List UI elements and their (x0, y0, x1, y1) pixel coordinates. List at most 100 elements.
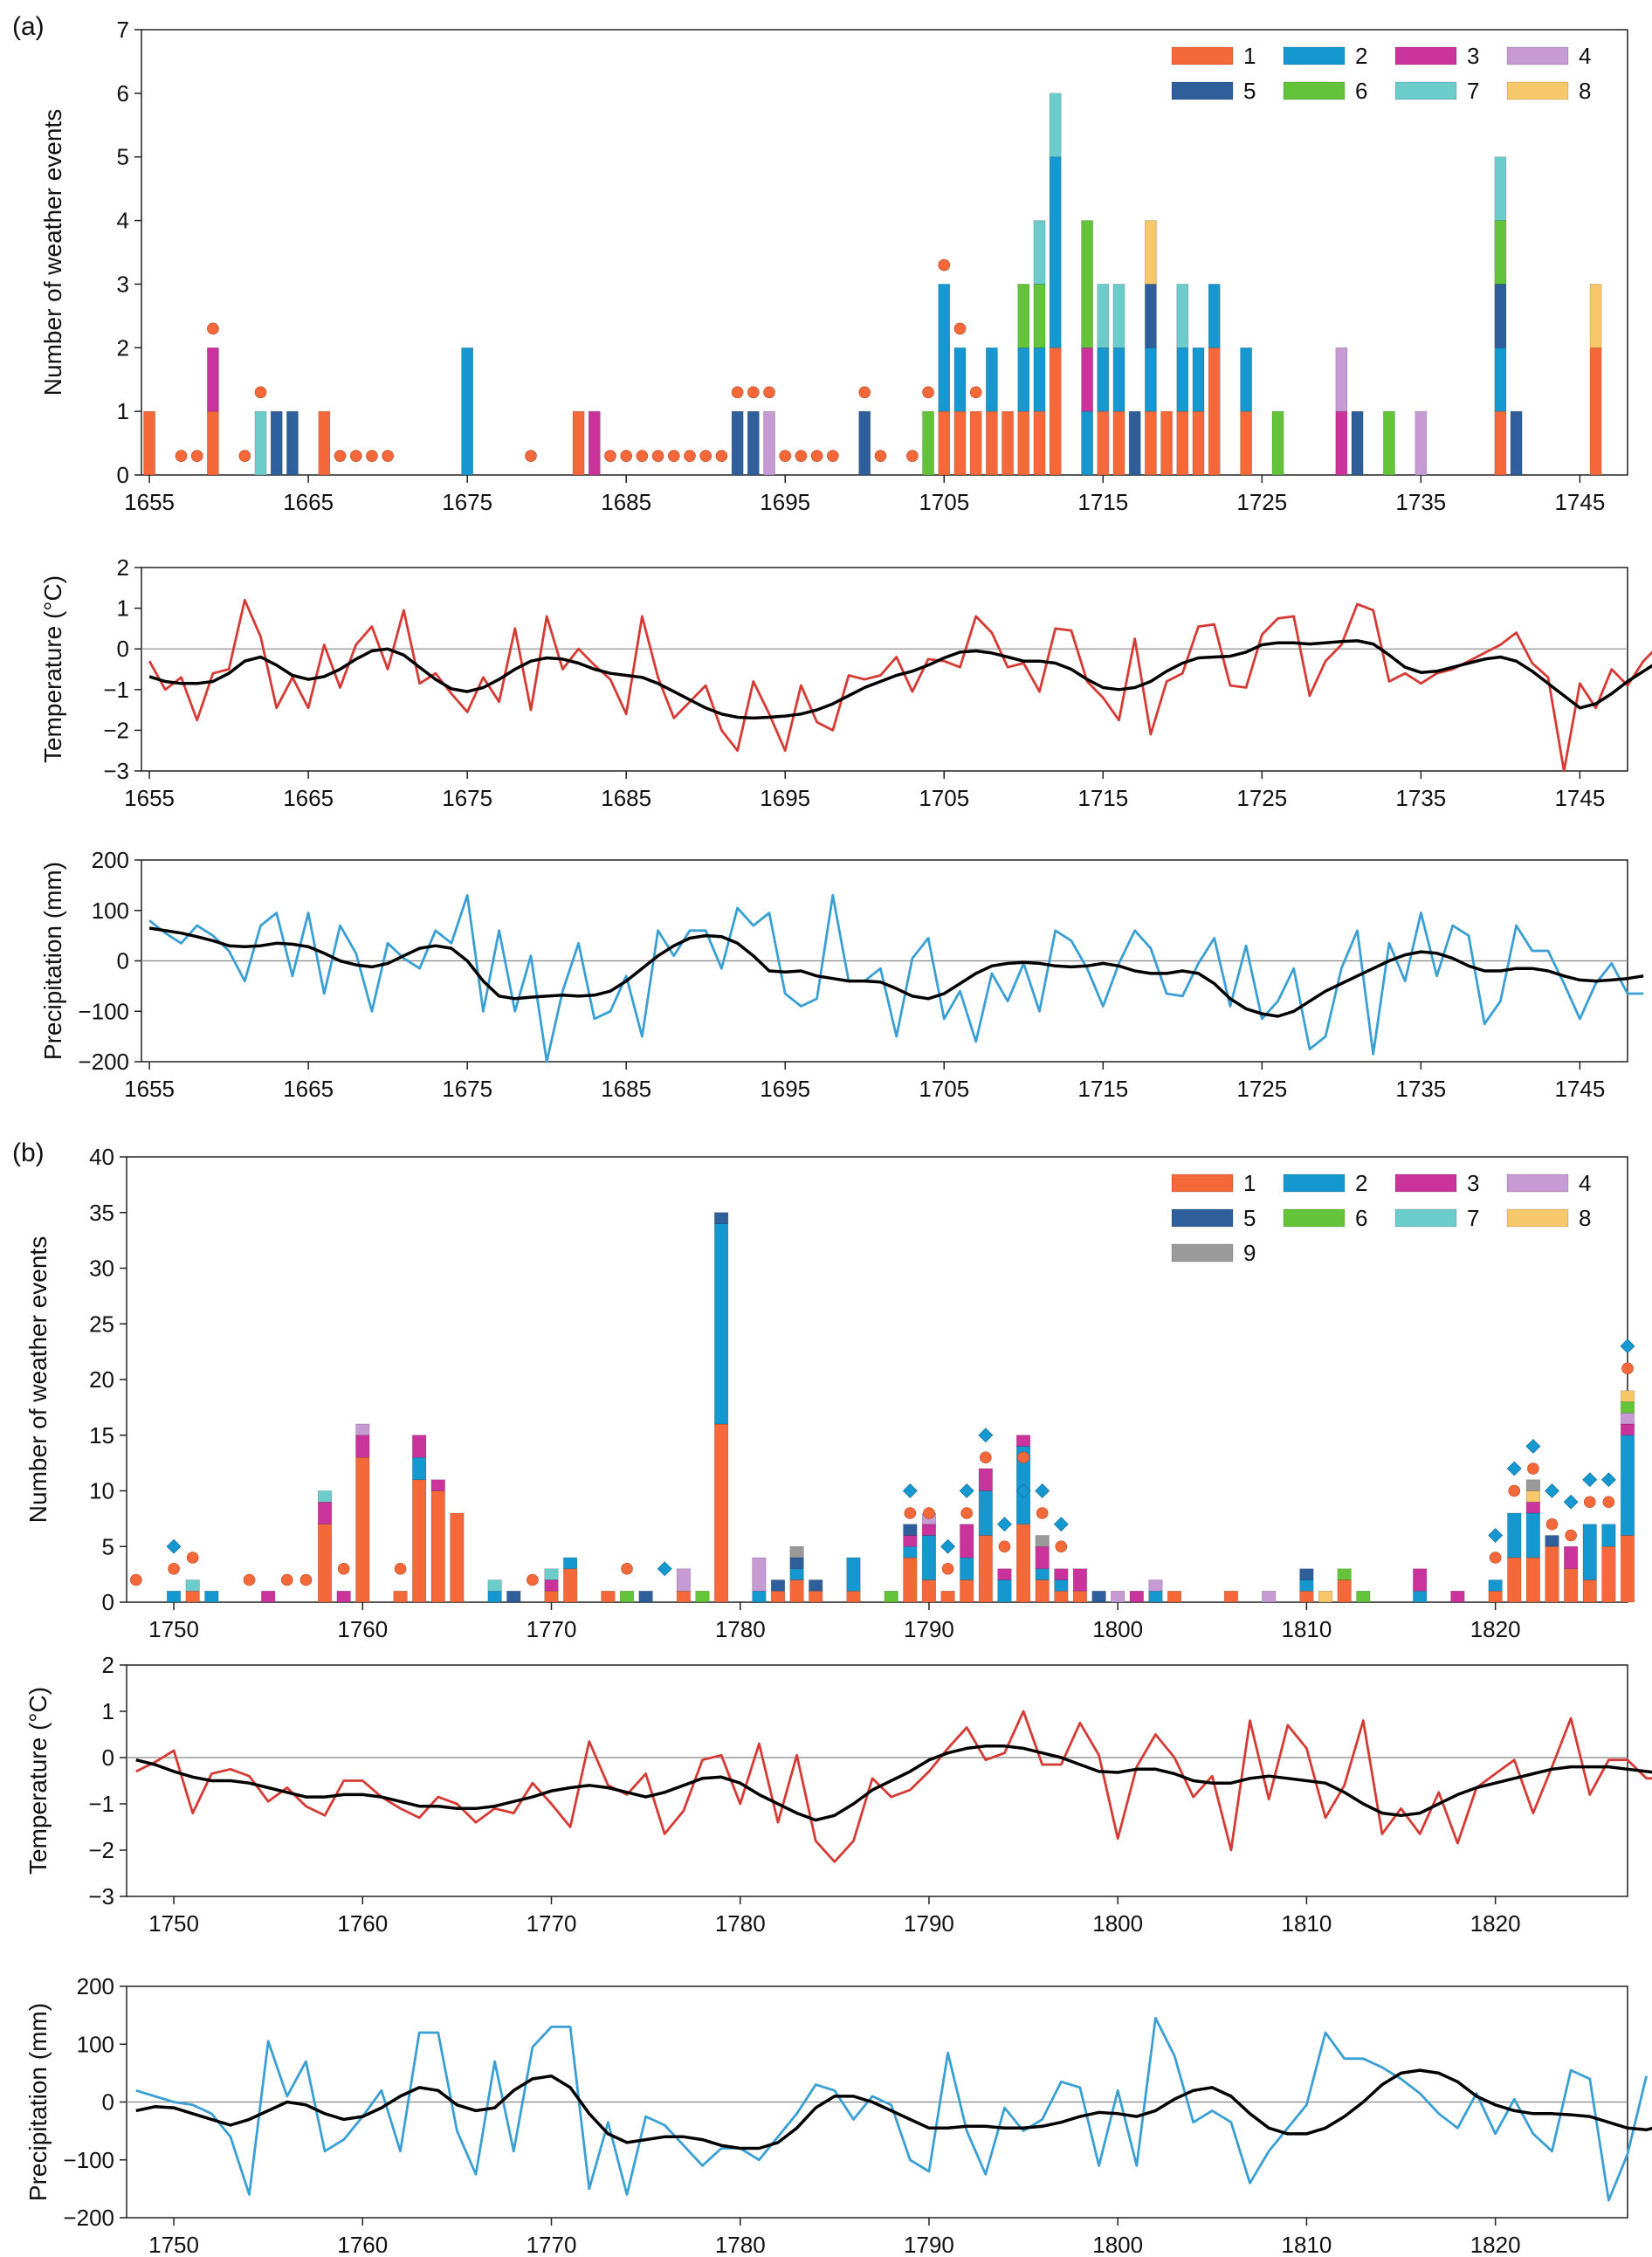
y-tick-label: −2 (103, 717, 129, 743)
x-tick-label: 1760 (337, 2232, 388, 2253)
series-line-precipitation (135, 2016, 1648, 2202)
bar-segment-cat-1 (953, 410, 967, 476)
bar-segment-cat-2 (953, 347, 967, 412)
event-dot-marker (525, 450, 537, 462)
y-axis-label: Temperature (°C) (39, 575, 66, 763)
y-tick-label: 3 (117, 271, 129, 297)
bar-segment-cat-4 (1262, 1590, 1277, 1603)
event-dot-marker (175, 450, 188, 462)
event-diamond-marker (1015, 1483, 1031, 1498)
bar-segment-cat-3 (355, 1435, 370, 1458)
legend-swatch-7 (1394, 81, 1457, 100)
bar-segment-cat-2 (921, 1535, 937, 1580)
bar-segment-cat-2 (487, 1590, 502, 1603)
x-tick-label: 1790 (904, 1910, 954, 1937)
bar-segment-cat-2 (1620, 1435, 1635, 1536)
x-tick-label: 1770 (527, 2232, 577, 2253)
bar-segment-cat-2 (1054, 1579, 1069, 1592)
legend-label-5: 5 (1243, 1205, 1256, 1231)
bar-segment-cat-5 (270, 410, 283, 476)
event-diamond-marker (997, 1517, 1012, 1532)
x-tick-label: 1665 (283, 1076, 334, 1102)
y-tick-label: −100 (78, 998, 129, 1024)
bar-segment-cat-1 (1015, 1524, 1031, 1603)
bar-segment-cat-4 (1415, 410, 1428, 476)
bar-segment-cat-1 (1223, 1590, 1239, 1603)
y-tick-label: −200 (63, 2205, 114, 2231)
bar-segment-cat-1 (1017, 410, 1030, 476)
bar-segment-cat-2 (938, 284, 951, 412)
bar-segment-cat-3 (921, 1524, 937, 1536)
x-tick-label: 1665 (283, 489, 334, 515)
x-tick-label: 1675 (442, 785, 492, 811)
bar-segment-cat-5 (1145, 284, 1157, 348)
event-diamond-marker (1600, 1472, 1616, 1488)
bar-segment-cat-1 (450, 1512, 465, 1603)
bar-segment-cat-3 (261, 1590, 276, 1603)
y-tick-label: 0 (102, 1744, 114, 1771)
bar-segment-cat-1 (430, 1490, 445, 1603)
bar-segment-cat-9 (789, 1545, 804, 1559)
series-line-temperature (135, 1710, 1652, 1863)
bar-segment-cat-2 (1582, 1524, 1597, 1580)
x-tick-label: 1800 (1092, 1616, 1143, 1642)
bar-segment-cat-3 (1054, 1568, 1069, 1580)
bar-segment-cat-1 (1054, 1590, 1069, 1603)
bar-segment-cat-1 (1167, 1590, 1182, 1603)
event-dot-marker (960, 1507, 974, 1519)
event-diamond-marker (902, 1483, 918, 1498)
legend-label-2: 2 (1355, 1170, 1367, 1196)
bar-segment-cat-3 (1072, 1568, 1088, 1592)
bar-segment-cat-5 (731, 410, 744, 476)
legend-label-3: 3 (1467, 43, 1479, 69)
bar-segment-cat-2 (903, 1545, 918, 1559)
event-dot-marker (620, 450, 632, 462)
bar-segment-cat-5 (1091, 1590, 1106, 1603)
bar-segment-cat-3 (430, 1479, 445, 1491)
x-tick-label: 1665 (283, 785, 334, 811)
bar-segment-cat-1 (1002, 410, 1014, 476)
bar-segment-cat-2 (1525, 1512, 1540, 1559)
event-dot-marker (747, 386, 760, 399)
event-dot-marker (668, 450, 680, 462)
bar-segment-cat-7 (544, 1568, 559, 1580)
x-tick-label: 1750 (148, 1616, 199, 1642)
x-tick-label: 1780 (715, 2232, 766, 2253)
bar-segment-cat-2 (1299, 1579, 1314, 1592)
bar-segment-cat-1 (1145, 410, 1157, 476)
bar-segment-cat-1 (1072, 1590, 1088, 1603)
y-tick-label: 6 (117, 80, 129, 107)
bar-segment-cat-2 (1145, 347, 1157, 412)
event-dot-marker (1583, 1496, 1596, 1509)
bar-segment-cat-6 (1356, 1590, 1371, 1603)
event-diamond-marker (1545, 1483, 1559, 1498)
bar-segment-cat-6 (695, 1590, 710, 1603)
bar-segment-cat-2 (1494, 347, 1507, 412)
bar-segment-cat-1 (1097, 410, 1110, 476)
x-tick-label: 1685 (601, 1076, 651, 1102)
y-tick-label: 1 (117, 398, 129, 424)
bar-segment-cat-5 (286, 410, 299, 476)
legend-swatch-9 (1171, 1243, 1234, 1263)
bar-segment-cat-3 (207, 347, 219, 412)
event-dot-marker (904, 1507, 917, 1519)
bar-segment-cat-5 (714, 1212, 729, 1224)
bar-segment-cat-7 (1097, 284, 1110, 348)
bar-segment-cat-4 (1111, 1590, 1125, 1603)
y-tick-label: 5 (117, 144, 129, 170)
x-tick-label: 1790 (904, 1616, 954, 1642)
bar-segment-cat-8 (1525, 1490, 1540, 1503)
x-tick-label: 1820 (1470, 2232, 1521, 2253)
bar-segment-cat-2 (789, 1568, 804, 1580)
event-dot-marker (1527, 1462, 1539, 1475)
y-tick-label: 25 (89, 1311, 114, 1337)
bar-segment-cat-1 (1525, 1557, 1540, 1603)
y-tick-label: 5 (102, 1533, 114, 1559)
y-tick-label: −3 (88, 1883, 114, 1910)
bar-segment-cat-1 (938, 410, 951, 476)
bar-segment-cat-1 (1176, 410, 1189, 476)
legend-label-3: 3 (1467, 1170, 1479, 1196)
bar-segment-cat-5 (858, 410, 871, 476)
x-tick-label: 1745 (1554, 1076, 1605, 1102)
